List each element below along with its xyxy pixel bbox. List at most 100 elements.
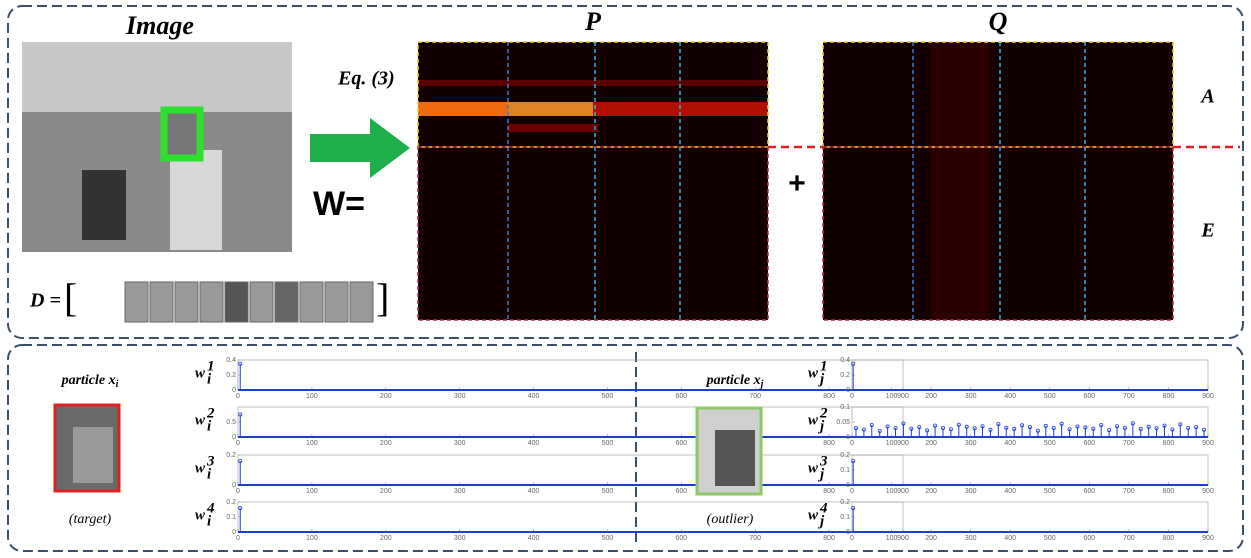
plot-frame [238,455,903,485]
x-tick-label: 100 [886,393,898,400]
x-tick-label: 100 [306,440,318,447]
bracket: ] [376,275,389,320]
x-tick-label: 100 [886,535,898,542]
x-tick-label: 800 [823,440,835,447]
x-tick-label: 200 [380,393,392,400]
x-tick-label: 700 [1123,488,1135,495]
x-tick-label: 300 [965,535,977,542]
tracking-box [164,110,200,158]
x-tick-label: 900 [1202,488,1214,495]
p-band [418,80,768,86]
x-tick-label: 200 [380,535,392,542]
y-tick-label: 0.2 [226,499,236,506]
x-tick-label: 800 [1163,535,1175,542]
x-tick-label: 300 [965,393,977,400]
y-tick-label: 0.2 [840,372,850,379]
q-matrix [823,42,1173,320]
x-tick-label: 900 [1202,393,1214,400]
x-tick-label: 0 [236,393,240,400]
x-tick-label: 700 [1123,440,1135,447]
x-tick-label: 500 [1044,440,1056,447]
x-tick-label: 400 [1004,488,1016,495]
plot-frame [852,455,1208,485]
x-tick-label: 500 [602,440,614,447]
x-tick-label: 0 [850,535,854,542]
plus: + [788,167,806,200]
w-base: w [195,412,206,428]
x-tick-label: 500 [1044,488,1056,495]
x-tick-label: 200 [925,535,937,542]
plot-frame [238,502,903,532]
w-label: W= [313,185,365,223]
x-tick-label: 700 [1123,535,1135,542]
w-sub: j [818,418,825,434]
a-label: A [1199,86,1214,108]
x-tick-label: 500 [602,488,614,495]
p-band [508,124,598,132]
plot-frame [852,502,1208,532]
x-tick-label: 100 [306,393,318,400]
q-band [930,42,990,320]
figure: [ ] Image Eq. (3) W= D = P Q + A E parti… [0,0,1251,558]
x-tick-label: 400 [528,440,540,447]
x-tick-label: 600 [1083,535,1095,542]
x-tick-label: 300 [454,393,466,400]
y-tick-label: 0.2 [226,372,236,379]
x-tick-label: 400 [1004,535,1016,542]
w-base: w [195,460,206,476]
plot-frame [238,407,903,437]
x-tick-label: 0 [236,440,240,447]
x-tick-label: 200 [380,440,392,447]
x-tick-label: 300 [454,440,466,447]
scene-ceiling [22,42,292,112]
w-sub: j [818,371,825,387]
scene-person [170,150,222,250]
x-tick-label: 800 [1163,393,1175,400]
x-tick-label: 200 [925,393,937,400]
w-sub: j [818,513,825,529]
x-tick-label: 200 [925,488,937,495]
particle-text: particle x [61,373,116,388]
e-label: E [1200,220,1214,242]
x-tick-label: 900 [897,488,909,495]
x-tick-label: 700 [749,393,761,400]
x-tick-label: 400 [528,393,540,400]
x-tick-label: 100 [306,488,318,495]
y-tick-label: 0.1 [840,514,850,521]
x-tick-label: 200 [380,488,392,495]
d-label: D = [29,290,61,312]
x-tick-label: 0 [850,440,854,447]
x-tick-label: 500 [1044,393,1056,400]
x-tick-label: 200 [925,440,937,447]
x-tick-label: 900 [897,440,909,447]
x-tick-label: 500 [602,535,614,542]
particle-face [73,427,113,483]
x-tick-label: 400 [528,535,540,542]
x-tick-label: 100 [886,440,898,447]
x-tick-label: 400 [1004,393,1016,400]
x-tick-label: 900 [1202,440,1214,447]
x-tick-label: 0 [850,488,854,495]
y-tick-label: 0.1 [840,467,850,474]
w-base: w [808,507,819,523]
x-tick-label: 800 [823,393,835,400]
x-tick-label: 0 [236,535,240,542]
x-tick-label: 800 [1163,440,1175,447]
w-base: w [808,460,819,476]
x-tick-label: 600 [1083,393,1095,400]
x-tick-label: 900 [897,393,909,400]
x-tick-label: 300 [965,488,977,495]
x-tick-label: 800 [823,535,835,542]
particle-label: particle xj [706,373,764,390]
caption: (outlier) [707,512,754,527]
scene-shelf [82,170,126,240]
particle-sub: i [116,379,119,390]
image-title: Image [125,11,194,40]
particle-label: particle xi [61,373,119,390]
x-tick-label: 600 [675,535,687,542]
y-tick-label: 0.05 [836,419,850,426]
q-title: Q [989,7,1008,36]
dictionary-faces [125,282,373,322]
bracket: [ [64,275,77,320]
w-base: w [808,365,819,381]
